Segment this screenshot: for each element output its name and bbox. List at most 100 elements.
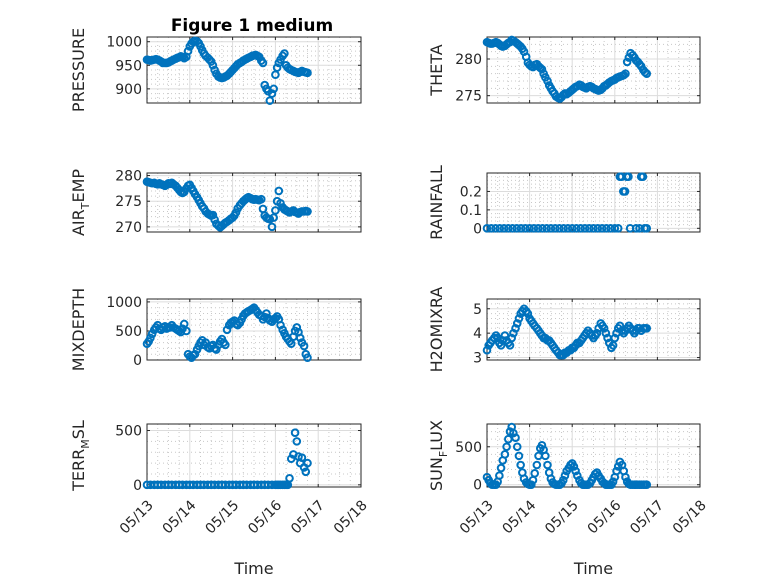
data-series (142, 303, 312, 362)
axes-border (486, 36, 701, 104)
y-tick-label: 500 (455, 440, 482, 456)
data-point (538, 224, 547, 233)
y-tick-label: 275 (455, 89, 482, 105)
data-point (182, 326, 191, 336)
data-point (499, 224, 509, 233)
data-point (511, 433, 520, 442)
y-axis-label: RAINFALL (427, 165, 446, 240)
data-point (303, 458, 312, 468)
data-point (608, 341, 618, 350)
data-point (642, 224, 652, 233)
data-series (142, 428, 312, 490)
x-axis-label: Time (233, 559, 273, 578)
data-point (258, 58, 268, 68)
data-point (624, 172, 633, 181)
y-tick-label: 4 (473, 326, 482, 342)
y-tick-label: 0 (133, 353, 142, 369)
y-axis-label: AIRTEMP (69, 169, 92, 236)
y-axis-label: THETA (427, 44, 446, 96)
data-point (256, 194, 266, 204)
data-point (280, 49, 289, 58)
data-point (593, 224, 603, 233)
data-point (303, 353, 312, 362)
data-point (550, 224, 560, 233)
data-point (271, 206, 280, 215)
y-tick-label: 900 (115, 82, 142, 98)
data-point (638, 172, 648, 181)
data-series (482, 172, 652, 233)
data-point (482, 224, 492, 233)
axes-4: 0 0.1 0.2 RAINFALL (427, 165, 701, 240)
data-point (592, 328, 602, 338)
data-point (516, 224, 526, 233)
data-point (610, 333, 620, 343)
axes-1: 900 950 1000 PRESSURE (69, 28, 362, 112)
data-point (265, 96, 275, 105)
y-tick-label: 0 (473, 478, 482, 494)
y-tick-label: 500 (115, 424, 142, 440)
data-point (514, 451, 524, 461)
data-point (529, 224, 539, 233)
data-point (292, 437, 302, 446)
data-point (521, 224, 530, 233)
y-axis-label: H2OMIXRA (427, 287, 446, 373)
data-point (555, 224, 564, 233)
data-point (269, 84, 278, 94)
data-point (500, 450, 510, 459)
data-point (512, 319, 522, 328)
data-point (272, 63, 282, 72)
data-point (642, 69, 652, 78)
data-point (567, 224, 577, 233)
y-tick-label: 270 (115, 220, 142, 236)
data-point (533, 224, 543, 233)
data-point (505, 341, 515, 350)
axes-border (146, 172, 362, 233)
data-point (620, 187, 630, 196)
data-point (532, 460, 542, 470)
data-point (495, 471, 504, 480)
y-tick-label: 275 (115, 194, 142, 210)
data-point (599, 323, 609, 333)
axes-frame (146, 423, 362, 488)
data-point (496, 463, 506, 473)
data-series (142, 36, 312, 105)
y-tick-label: 5 (473, 302, 482, 318)
data-series (482, 304, 652, 360)
data-point (511, 323, 520, 333)
data-point (210, 215, 219, 224)
data-point (523, 309, 533, 318)
data-point (502, 442, 511, 452)
data-point (571, 466, 580, 476)
axes-3: 270 275 280 AIRTEMP (69, 169, 362, 236)
y-tick-label: 3 (473, 351, 482, 367)
data-point (642, 323, 652, 333)
y-tick-label: 0.2 (460, 184, 482, 200)
data-series (482, 35, 652, 103)
data-point (267, 89, 277, 98)
data-point (558, 475, 568, 485)
data-series (482, 422, 652, 490)
data-point (208, 60, 218, 70)
data-point (537, 440, 547, 450)
data-point (563, 224, 573, 233)
axes-frame (486, 172, 701, 233)
data-point (543, 460, 552, 470)
data-point (543, 76, 552, 86)
data-point (286, 454, 296, 464)
axes-6: 3 4 5 H2OMIXRA (427, 287, 701, 373)
data-point (303, 68, 312, 78)
data-point (508, 224, 517, 233)
data-point (527, 480, 536, 490)
data-point (146, 333, 155, 343)
data-point (295, 333, 305, 343)
data-point (537, 64, 547, 74)
figure-title: Figure 1 medium (171, 16, 333, 36)
data-point (525, 224, 534, 233)
data-point (608, 477, 618, 486)
data-point (576, 224, 586, 233)
data-point (496, 341, 506, 350)
data-point (231, 208, 241, 217)
data-point (512, 442, 522, 452)
axes-2: 275 280 THETA (427, 35, 701, 105)
